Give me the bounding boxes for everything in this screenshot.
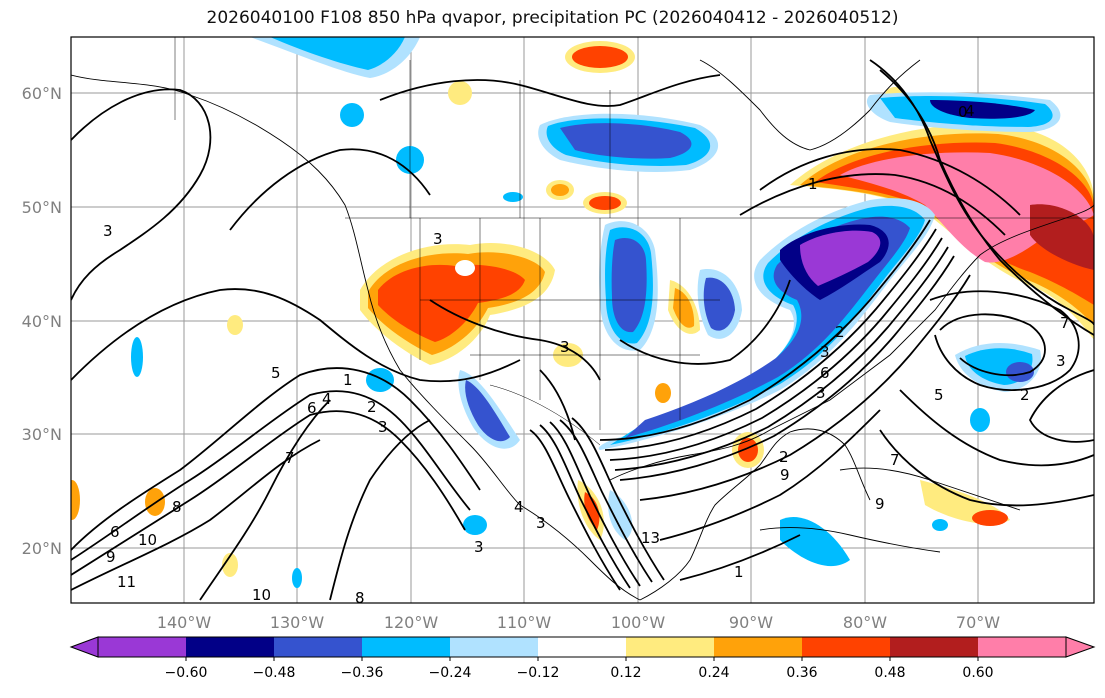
colorbar-extend-high: [1065, 636, 1096, 658]
lon-label: 70°W: [956, 613, 1000, 632]
contour-label: 9: [106, 548, 116, 566]
contour-label: 3: [816, 384, 826, 402]
colorbar-tick-label: −0.48: [253, 665, 296, 681]
contour-label: 7: [890, 451, 900, 469]
contour-label: 7: [285, 449, 295, 467]
contour-label: 7: [1060, 314, 1070, 332]
contour-label: 2: [1020, 386, 1030, 404]
colorbar-tick-label: 0.36: [786, 665, 817, 681]
contour-label: 4: [514, 498, 524, 516]
contour-label: 9: [875, 495, 885, 513]
contour-label: 5: [934, 386, 944, 404]
contour-label: 2: [779, 448, 789, 466]
contour-label: 11: [117, 573, 136, 591]
contour-label: 3: [378, 418, 388, 436]
lon-label: 80°W: [843, 613, 887, 632]
lat-label: 40°N: [22, 312, 62, 331]
contour-label: 6: [820, 364, 830, 382]
contour-label: 3: [560, 338, 570, 356]
figure-title: 2026040100 F108 850 hPa qvapor, precipit…: [206, 8, 899, 28]
colorbar-segment: [538, 637, 627, 657]
contour-label: 4: [322, 390, 332, 408]
colorbar-segment: [186, 637, 275, 657]
contour-label: 3: [103, 222, 113, 240]
contour-label: 4: [965, 102, 975, 120]
lat-label: 20°N: [22, 539, 62, 558]
map-frame: [70, 36, 1095, 604]
lon-label: 90°W: [729, 613, 773, 632]
contour-label: 5: [271, 364, 281, 382]
contour-label: 10: [252, 586, 271, 604]
lat-label: 60°N: [22, 84, 62, 103]
lat-tick-labels: 60°N 50°N 40°N 30°N 20°N: [22, 84, 62, 558]
colorbar-segment: [362, 637, 451, 657]
contour-label: 1: [343, 371, 353, 389]
colorbar: −0.60 −0.48 −0.36 −0.24 −0.12 0.12 0.24 0.36 0.4…: [69, 636, 1096, 681]
colorbar-tick-label: 0.48: [874, 665, 905, 681]
contour-label: 1: [808, 175, 818, 193]
colorbar-tick-label: −0.12: [517, 665, 560, 681]
lon-label: 140°W: [157, 613, 212, 632]
colorbar-tick-label: −0.60: [165, 665, 208, 681]
colorbar-segment: [450, 637, 539, 657]
contour-label: 9: [780, 466, 790, 484]
qvapor-contours: [71, 59, 1094, 601]
contour-label: 2: [367, 398, 377, 416]
colorbar-segment: [274, 637, 363, 657]
contour-label: 10: [138, 531, 157, 549]
contour-label: 1: [734, 563, 744, 581]
coastlines: [71, 59, 1094, 601]
lat-label: 50°N: [22, 198, 62, 217]
colorbar-segment: [890, 637, 979, 657]
lat-label: 30°N: [22, 425, 62, 444]
contour-label: 6: [110, 523, 120, 541]
colorbar-tick-label: 0.60: [962, 665, 993, 681]
contour-label: 2: [835, 323, 845, 341]
lon-label: 100°W: [611, 613, 666, 632]
colorbar-tick-label: −0.24: [429, 665, 472, 681]
contour-label: 3: [1056, 352, 1066, 370]
lon-label: 120°W: [384, 613, 439, 632]
contour-label: 8: [355, 589, 365, 607]
contour-label: 3: [474, 538, 484, 556]
colorbar-segment: [714, 637, 803, 657]
lon-label: 130°W: [270, 613, 325, 632]
colorbar-segment: [626, 637, 715, 657]
precipitation-shading: [71, 37, 1094, 588]
lon-tick-labels: 140°W 130°W 120°W 110°W 100°W 90°W 80°W …: [157, 613, 1000, 632]
colorbar-tick-label: −0.36: [341, 665, 384, 681]
contour-label: 8: [172, 498, 182, 516]
contour-label: 3: [536, 514, 546, 532]
colorbar-tick-label: 0.24: [698, 665, 729, 681]
contour-label: 13: [641, 529, 660, 547]
colorbar-tick-label: 0.12: [610, 665, 641, 681]
colorbar-extend-low: [69, 636, 99, 658]
colorbar-segment: [978, 637, 1067, 657]
contour-label: 3: [433, 230, 443, 248]
contour-label: 6: [307, 399, 317, 417]
contour-label: 3: [820, 343, 830, 361]
lon-label: 110°W: [497, 613, 552, 632]
contour-label: 0: [958, 103, 968, 121]
colorbar-segment: [98, 637, 187, 657]
colorbar-segment: [802, 637, 891, 657]
